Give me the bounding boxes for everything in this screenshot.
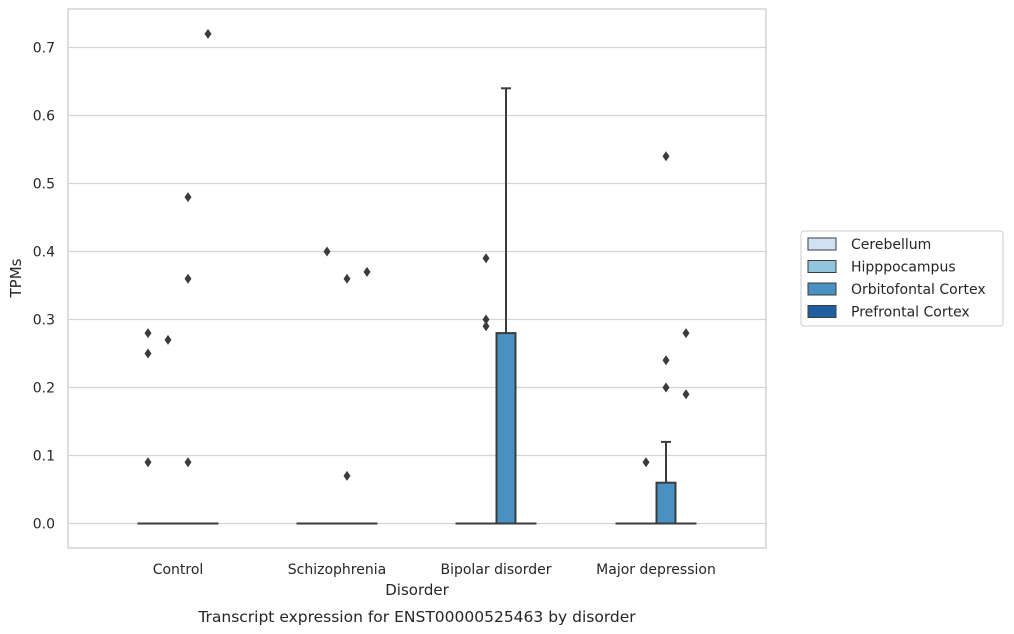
outlier-point — [642, 457, 650, 468]
x-tick-label: Control — [153, 562, 204, 578]
outlier-point — [204, 28, 212, 39]
outlier-point — [482, 314, 490, 325]
legend-label: Cerebellum — [851, 237, 931, 253]
y-tick-label: 0.6 — [33, 109, 55, 125]
x-axis-label: Disorder — [385, 581, 449, 599]
legend: Cerebellum Hipppocampus Orbitofontal Corte… — [800, 230, 1004, 327]
x-tick-label: Major depression — [596, 562, 716, 578]
legend-swatch — [807, 260, 837, 273]
outlier-point — [662, 151, 670, 162]
outlier-point — [662, 382, 670, 393]
outlier-point — [184, 192, 192, 203]
legend-label: Prefrontal Cortex — [851, 305, 970, 321]
box-group — [635, 457, 657, 525]
box-group — [316, 246, 338, 525]
y-tick-label: 0.7 — [33, 41, 55, 57]
box-rect — [495, 332, 517, 525]
box-group — [137, 328, 159, 525]
box-group — [655, 151, 677, 525]
box-group — [177, 192, 199, 525]
x-tick-labels: Control Schizophrenia Bipolar disorder Majo… — [153, 562, 716, 578]
legend-label: Orbitofontal Cortex — [851, 282, 986, 298]
outlier-point — [144, 457, 152, 468]
box-group — [336, 273, 358, 525]
box-group — [495, 87, 517, 525]
outlier-point — [363, 266, 371, 277]
legend-frame — [800, 230, 1004, 327]
chart-caption: Transcript expression for ENST0000052546… — [197, 608, 636, 626]
y-tick-label: 0.3 — [33, 313, 55, 329]
box-marks — [137, 28, 697, 525]
y-tick-label: 0.0 — [33, 517, 55, 533]
y-tick-label: 0.4 — [33, 245, 55, 261]
y-tick-label: 0.1 — [33, 449, 55, 465]
outlier-point — [343, 273, 351, 284]
box-group — [157, 334, 179, 525]
box-group — [356, 266, 378, 525]
legend-swatch — [807, 305, 837, 318]
outlier-point — [144, 328, 152, 339]
box-group — [197, 28, 219, 525]
y-axis-label: TPMs — [7, 258, 25, 298]
outlier-point — [184, 273, 192, 284]
outlier-point — [144, 348, 152, 359]
y-tick-labels: 0.0 0.1 0.2 0.3 0.4 0.5 0.6 0.7 — [33, 41, 55, 533]
box-rect — [655, 481, 677, 525]
outlier-point — [682, 328, 690, 339]
outlier-point — [482, 321, 490, 332]
outlier-point — [343, 470, 351, 481]
outlier-point — [662, 355, 670, 366]
outlier-point — [184, 457, 192, 468]
box-group — [475, 253, 497, 525]
x-tick-label: Bipolar disorder — [440, 562, 551, 578]
x-tick-label: Schizophrenia — [288, 562, 386, 578]
y-tick-label: 0.2 — [33, 381, 55, 397]
outlier-point — [682, 389, 690, 400]
y-tick-label: 0.5 — [33, 177, 55, 193]
legend-swatch — [807, 237, 837, 251]
outlier-point — [323, 246, 331, 257]
gridlines — [68, 46, 766, 525]
legend-swatch — [807, 282, 837, 296]
box-group — [675, 328, 697, 525]
plot-area-frame — [67, 8, 767, 549]
outlier-point — [482, 253, 490, 264]
legend-label: Hipppocampus — [851, 260, 956, 276]
outlier-point — [164, 334, 172, 345]
